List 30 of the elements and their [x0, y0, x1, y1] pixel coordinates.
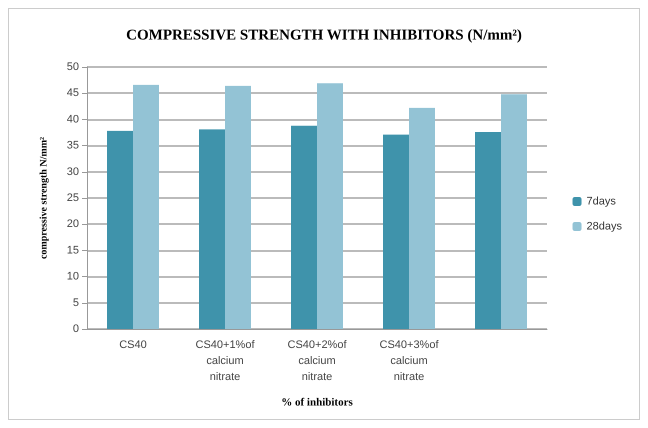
y-tick-label: 0: [72, 323, 79, 335]
bar: [133, 84, 159, 329]
legend-label: 7days: [586, 196, 616, 208]
bar: [501, 94, 527, 329]
bar: [409, 108, 435, 329]
y-tick-label: 30: [66, 166, 79, 178]
bar: [199, 129, 225, 329]
x-tick-label: CS40+1%of calcium nitrate: [195, 339, 256, 383]
bar: [291, 126, 317, 329]
y-tick-label: 45: [66, 87, 79, 100]
bar: [225, 86, 251, 329]
y-tick-label: 40: [66, 113, 79, 126]
y-tick-label: 25: [66, 192, 79, 204]
chart-title: COMPRESSIVE STRENGTH WITH INHIBITORS (N/mm²): [126, 28, 522, 44]
y-axis-title: compressive strength N/mm²: [38, 136, 50, 260]
x-tick-label: CS40: [119, 339, 147, 351]
x-tick-label: CS40+3%of calcium nitrate: [379, 339, 440, 383]
bar: [383, 134, 409, 329]
y-tick-label: 50: [66, 61, 79, 73]
y-tick-label: 20: [66, 218, 79, 230]
y-tick-label: 35: [66, 140, 79, 152]
y-tick-label: 10: [66, 270, 79, 283]
bar: [317, 83, 343, 329]
x-axis-title: % of inhibitors: [281, 396, 354, 408]
y-tick-label: 5: [72, 296, 79, 309]
bar: [107, 130, 133, 329]
bar: [475, 132, 501, 329]
legend-label: 28days: [586, 220, 622, 232]
y-tick-label: 15: [66, 244, 79, 256]
x-tick-label: CS40+2%of calcium nitrate: [287, 339, 348, 383]
